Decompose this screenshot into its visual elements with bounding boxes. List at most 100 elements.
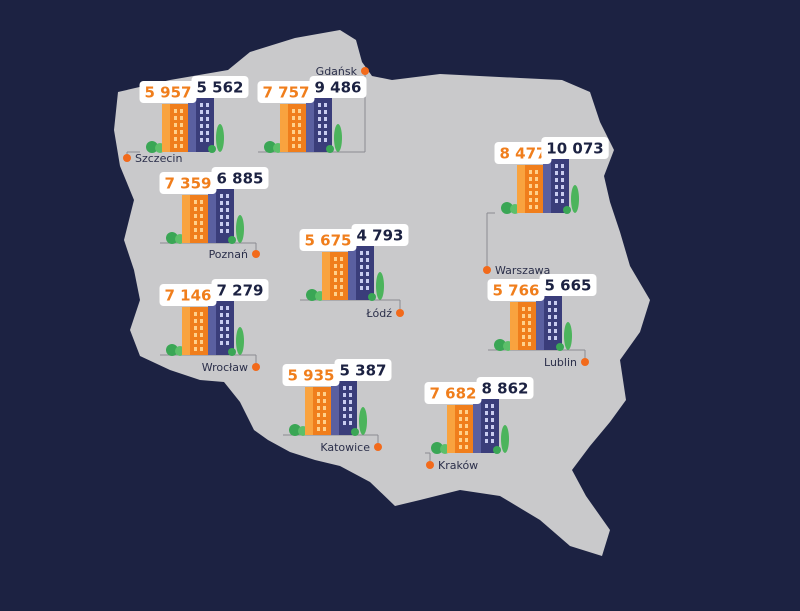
- city-name: Katowice: [320, 441, 370, 454]
- window: [459, 424, 462, 428]
- city-name: Lublin: [544, 356, 577, 369]
- window: [554, 301, 557, 305]
- tree: [571, 185, 579, 213]
- window: [298, 116, 301, 120]
- window: [194, 333, 197, 337]
- window: [200, 138, 203, 142]
- tree: [236, 215, 244, 243]
- value-label: 7 279: [217, 282, 264, 300]
- city-dot: [252, 363, 260, 371]
- window: [485, 439, 488, 443]
- window: [200, 207, 203, 211]
- window: [220, 201, 223, 205]
- window: [360, 258, 363, 262]
- window: [366, 272, 369, 276]
- window: [561, 192, 564, 196]
- window: [298, 109, 301, 113]
- value-label: 6 885: [217, 170, 264, 188]
- window: [174, 144, 177, 148]
- navy-building-shade: [188, 98, 196, 152]
- tree: [564, 322, 572, 350]
- window: [548, 315, 551, 319]
- window: [318, 110, 321, 114]
- tree: [501, 425, 509, 453]
- window: [343, 407, 346, 411]
- value-label: 7 682: [430, 385, 477, 403]
- window: [200, 221, 203, 225]
- window: [206, 131, 209, 135]
- window: [200, 312, 203, 316]
- value-box: [211, 167, 269, 189]
- navy-building-shade: [331, 381, 339, 435]
- window: [366, 279, 369, 283]
- city-group: 7 146 7 279 Wrocław: [159, 279, 269, 374]
- shrub: [326, 145, 334, 153]
- window: [226, 194, 229, 198]
- window: [180, 137, 183, 141]
- window: [323, 420, 326, 424]
- city-dot: [252, 250, 260, 258]
- value-box: [476, 377, 534, 399]
- window: [226, 215, 229, 219]
- window: [220, 320, 223, 324]
- window: [194, 228, 197, 232]
- value-box: [334, 359, 392, 381]
- window: [349, 421, 352, 425]
- window: [324, 138, 327, 142]
- window: [491, 411, 494, 415]
- value-box: [487, 279, 545, 301]
- window: [491, 404, 494, 408]
- window: [226, 334, 229, 338]
- window: [555, 199, 558, 203]
- shrub: [563, 206, 571, 214]
- window: [548, 322, 551, 326]
- window: [485, 432, 488, 436]
- city-dot: [483, 266, 491, 274]
- window: [180, 109, 183, 113]
- city-dot: [123, 154, 131, 162]
- orange-building-shade: [447, 405, 455, 453]
- window: [360, 251, 363, 255]
- window: [491, 432, 494, 436]
- window: [528, 321, 531, 325]
- value-box: [159, 172, 217, 194]
- city-name: Warszawa: [495, 264, 550, 277]
- window: [334, 292, 337, 296]
- navy-building-shade: [306, 98, 314, 152]
- window: [561, 185, 564, 189]
- value-box: [159, 284, 217, 306]
- shrub: [166, 344, 178, 356]
- window: [226, 313, 229, 317]
- tree: [376, 272, 384, 300]
- window: [334, 264, 337, 268]
- window: [206, 124, 209, 128]
- window: [349, 400, 352, 404]
- window: [298, 144, 301, 148]
- shrub: [264, 141, 276, 153]
- window: [554, 315, 557, 319]
- city-dot: [361, 67, 369, 75]
- window: [200, 319, 203, 323]
- window: [200, 131, 203, 135]
- value-box: [211, 279, 269, 301]
- city-group: 5 675 4 793 Łódź: [299, 224, 409, 320]
- city-dot: [426, 461, 434, 469]
- window: [317, 406, 320, 410]
- window: [528, 342, 531, 346]
- value-label: 5 766: [493, 282, 540, 300]
- window: [528, 328, 531, 332]
- window: [292, 123, 295, 127]
- tree: [236, 327, 244, 355]
- window: [323, 399, 326, 403]
- window: [200, 117, 203, 121]
- window: [522, 314, 525, 318]
- window: [226, 208, 229, 212]
- window: [206, 110, 209, 114]
- window: [200, 200, 203, 204]
- window: [200, 347, 203, 351]
- window: [324, 110, 327, 114]
- window: [298, 123, 301, 127]
- window: [200, 103, 203, 107]
